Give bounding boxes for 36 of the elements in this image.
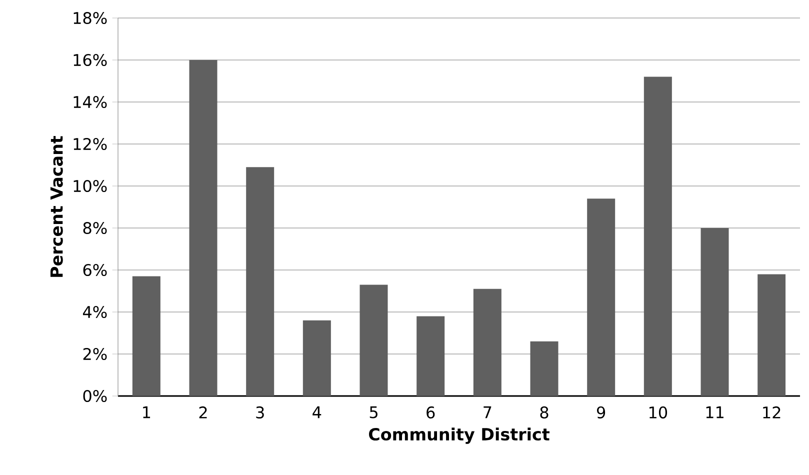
x-tick-label: 2 bbox=[199, 406, 207, 418]
y-tick-label: 18% bbox=[74, 12, 107, 24]
y-tick-label: 16% bbox=[74, 54, 107, 66]
x-tick-label: 1 bbox=[143, 406, 150, 418]
bar bbox=[360, 284, 388, 396]
bar bbox=[530, 341, 558, 396]
y-tick-label: 0% bbox=[83, 390, 107, 402]
y-tick-label: 14% bbox=[74, 96, 107, 108]
bar bbox=[189, 60, 218, 396]
bar bbox=[416, 316, 445, 396]
y-axis-title: Percent Vacant bbox=[50, 136, 63, 277]
y-tick-label: 2% bbox=[83, 348, 107, 360]
x-tick-label: 7 bbox=[484, 406, 492, 418]
bar bbox=[302, 320, 331, 396]
bar bbox=[700, 228, 729, 396]
bar bbox=[473, 288, 502, 396]
y-tick-label: 12% bbox=[74, 138, 107, 150]
y-tick-label: 4% bbox=[82, 306, 107, 318]
y-tick-label: 6% bbox=[83, 264, 107, 276]
bar bbox=[758, 274, 786, 396]
y-tick-label: 8% bbox=[83, 222, 107, 234]
x-tick-label: 8 bbox=[540, 406, 548, 419]
x-tick-label: 12 bbox=[763, 406, 780, 418]
x-axis-title: Community District bbox=[368, 428, 550, 444]
x-tick-label: 10 bbox=[650, 406, 668, 419]
bar bbox=[246, 167, 274, 396]
x-tick-label: 4 bbox=[312, 406, 322, 418]
bar bbox=[644, 76, 672, 396]
x-tick-label: 9 bbox=[597, 406, 606, 419]
bar bbox=[132, 276, 160, 396]
bar bbox=[587, 198, 616, 396]
x-tick-label: 6 bbox=[426, 406, 435, 419]
y-tick-label: 10% bbox=[74, 180, 107, 192]
x-tick-label: 5 bbox=[370, 406, 378, 418]
x-tick-label: 11 bbox=[706, 406, 724, 418]
x-tick-label: 3 bbox=[256, 406, 264, 419]
